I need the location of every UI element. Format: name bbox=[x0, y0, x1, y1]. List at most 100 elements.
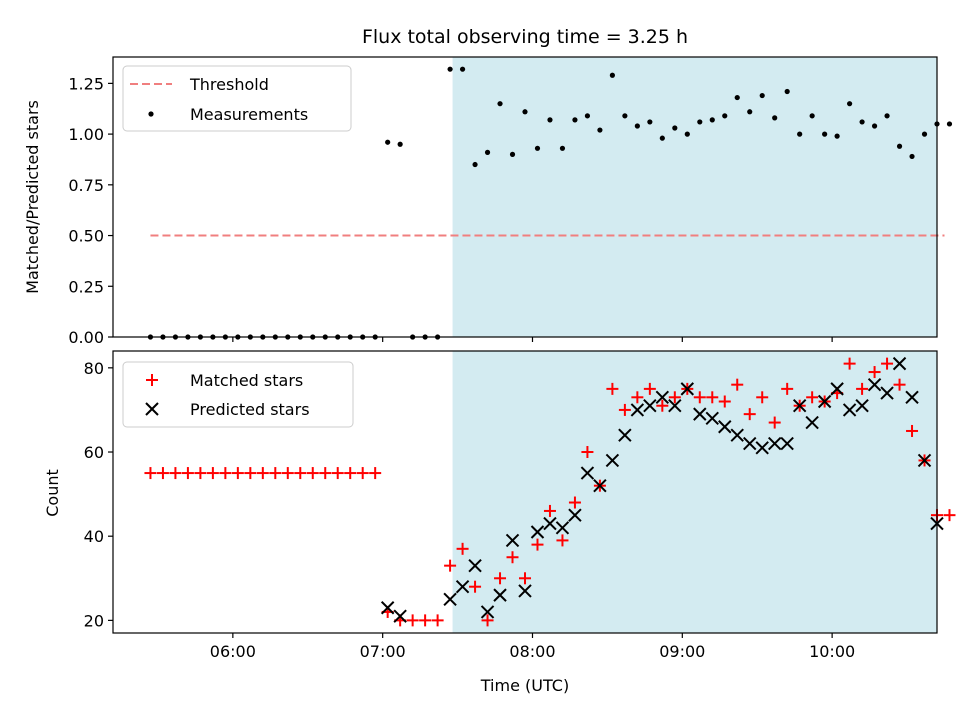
matched-star-point bbox=[856, 382, 869, 395]
measurement-point bbox=[659, 135, 665, 141]
measurement-point bbox=[634, 123, 640, 129]
predicted-star-point bbox=[693, 407, 707, 421]
matched-star-point bbox=[718, 395, 731, 408]
predicted-star-point bbox=[705, 411, 719, 426]
matched-star-point bbox=[581, 446, 594, 459]
predicted-star-point bbox=[730, 428, 744, 442]
top-y-ticks: 0.00 0.25 0.50 0.75 1.00 1.25 bbox=[68, 74, 113, 347]
measurement-point bbox=[472, 161, 478, 168]
x-axis-label: Time (UTC) bbox=[480, 676, 569, 695]
top-y-tick-label-0: 0.00 bbox=[68, 328, 104, 347]
top-panel: 0.00 0.25 0.50 0.75 1.00 1.25 Matched/Predict… bbox=[23, 56, 953, 347]
measurement-point bbox=[896, 143, 903, 149]
matched-star-point bbox=[556, 534, 569, 547]
matched-star-point bbox=[269, 467, 282, 480]
measurement-point bbox=[909, 153, 915, 160]
top-axes-frame bbox=[112, 56, 938, 338]
matched-star-point bbox=[419, 614, 432, 627]
x-tick-label-1: 07:00 bbox=[360, 642, 406, 661]
measurement-point bbox=[834, 133, 840, 139]
matched-star-point bbox=[481, 614, 494, 627]
matched-star-point bbox=[144, 467, 157, 480]
bottom-x-ticks: 06:00 07:00 08:00 09:00 10:00 bbox=[210, 633, 855, 661]
bottom-y-axis-label: Count bbox=[43, 469, 62, 517]
matched-star-point bbox=[756, 391, 769, 404]
measurement-point bbox=[447, 66, 453, 72]
matched-star-point bbox=[331, 467, 344, 480]
bottom-axes-frame bbox=[112, 350, 938, 634]
matched-star-point bbox=[806, 391, 819, 404]
matched-star-point bbox=[356, 467, 369, 480]
predicted-star-point bbox=[880, 386, 894, 400]
measurement-point bbox=[772, 115, 778, 121]
predicted-star-point bbox=[643, 399, 657, 413]
matched-star-point bbox=[606, 382, 619, 395]
matched-star-point bbox=[893, 378, 906, 391]
measurement-point bbox=[797, 131, 803, 137]
bottom-y-tick-label-1: 40 bbox=[84, 527, 104, 546]
predicted-star-point bbox=[530, 525, 545, 539]
measurement-point bbox=[385, 139, 391, 145]
predicted-star-point bbox=[468, 558, 482, 573]
top-legend-box bbox=[122, 65, 352, 132]
measurement-point bbox=[734, 94, 740, 101]
predicted-star-point bbox=[455, 579, 470, 594]
matched-star-point bbox=[506, 551, 519, 564]
bottom-legend-box bbox=[122, 361, 354, 428]
bottom-y-ticks: 20 40 60 80 bbox=[84, 359, 113, 630]
matched-star-point bbox=[206, 467, 219, 480]
matched-star-point bbox=[781, 382, 794, 395]
matched-star-point bbox=[668, 391, 681, 404]
predicted-star-point bbox=[668, 399, 682, 413]
matched-star-point bbox=[906, 424, 919, 437]
matched-star-point bbox=[881, 357, 894, 370]
predicted-star-point bbox=[630, 403, 645, 417]
matched-star-point bbox=[319, 467, 332, 480]
predicted-star-point bbox=[830, 382, 844, 396]
top-y-tick-label-4: 1.00 bbox=[68, 125, 104, 144]
top-y-tick-label-1: 0.25 bbox=[68, 277, 104, 296]
measurement-point bbox=[534, 145, 541, 151]
matched-star-point bbox=[181, 467, 194, 480]
matched-star-point bbox=[156, 467, 169, 480]
predicted-star-point bbox=[380, 601, 395, 615]
matched-star-point bbox=[693, 391, 706, 404]
predicted-star-point bbox=[780, 436, 794, 451]
matched-star-point bbox=[643, 382, 656, 395]
predicted-star-point bbox=[593, 478, 607, 493]
predicted-star-point bbox=[680, 382, 695, 396]
matched-star-point bbox=[256, 467, 269, 480]
predicted-star-point bbox=[767, 436, 782, 451]
measurement-point bbox=[609, 72, 615, 78]
matched-star-point bbox=[169, 467, 182, 480]
matched-star-point bbox=[194, 467, 207, 480]
matched-star-point bbox=[943, 509, 956, 522]
measurement-point bbox=[622, 113, 628, 119]
legend-matched-swatch bbox=[146, 374, 158, 386]
predicted-star-point bbox=[393, 609, 407, 623]
matched-star-point bbox=[469, 580, 482, 593]
measurement-point bbox=[547, 117, 553, 123]
matched-star-point bbox=[406, 614, 419, 627]
predicted-star-point bbox=[505, 533, 520, 548]
matched-star-point bbox=[294, 467, 307, 480]
matched-star-point bbox=[281, 467, 294, 480]
measurement-point bbox=[684, 131, 690, 137]
top-y-axis-label: Matched/Predicted stars bbox=[23, 100, 42, 294]
measurement-point bbox=[847, 101, 853, 107]
x-tick-label-0: 06:00 bbox=[210, 642, 256, 661]
predicted-star-point bbox=[892, 356, 907, 371]
measurement-points bbox=[147, 66, 953, 340]
bottom-panel: 20 40 60 80 06:00 07:00 08:00 09:00 10:00 Count… bbox=[43, 350, 956, 695]
legend-threshold-label: Threshold bbox=[189, 75, 269, 94]
predicted-star-point bbox=[905, 390, 919, 405]
predicted-stars-points bbox=[380, 356, 944, 623]
top-y-tick-label-2: 0.50 bbox=[68, 227, 104, 246]
measurement-point bbox=[647, 119, 653, 125]
matched-star-point bbox=[531, 538, 544, 551]
matched-star-point bbox=[444, 559, 457, 572]
predicted-star-point bbox=[718, 420, 732, 434]
measurement-point bbox=[522, 109, 528, 115]
measurement-point bbox=[709, 117, 715, 123]
